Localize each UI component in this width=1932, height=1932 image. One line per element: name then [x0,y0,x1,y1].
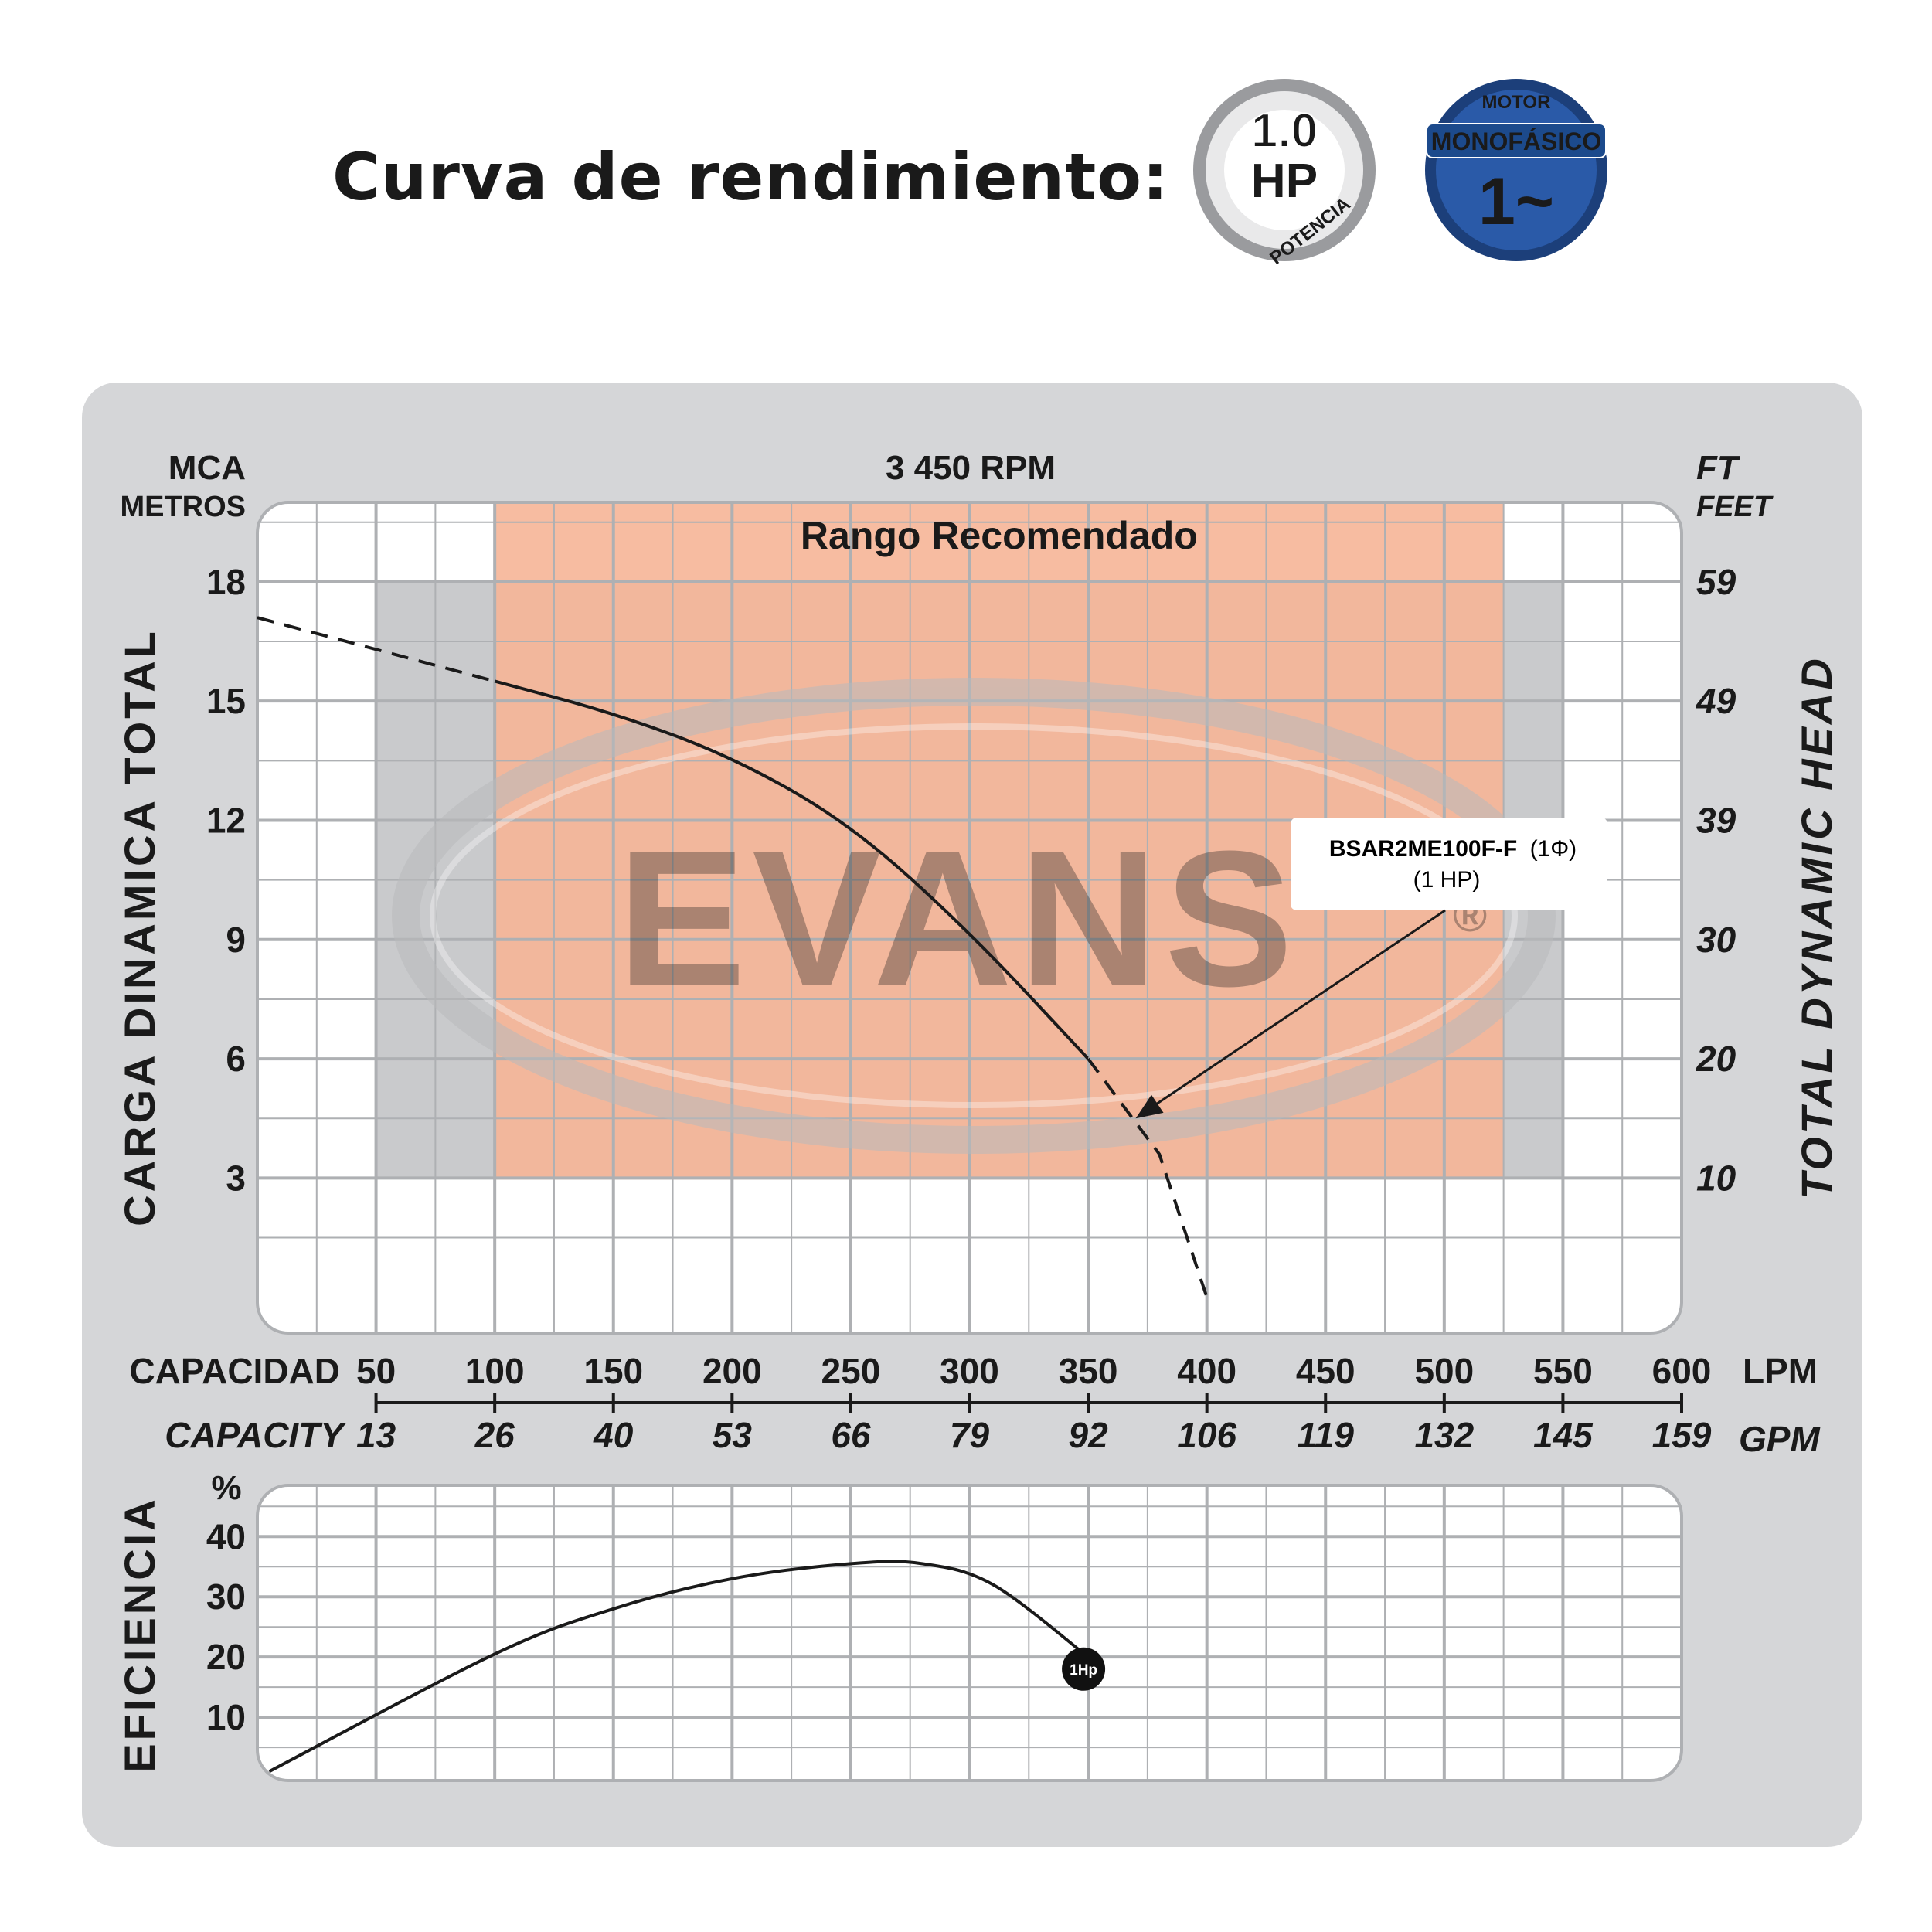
efficiency-line [268,1560,1090,1774]
left-tick-label: 15 [206,681,246,721]
lpm-tick-label: 450 [1296,1351,1355,1391]
gpm-tick-label: 92 [1068,1415,1108,1455]
lpm-tick-label: 500 [1414,1351,1474,1391]
head-curve [257,616,1209,1298]
gpm-tick-label: 26 [474,1415,515,1455]
head-grid [257,502,1682,1333]
head-curve-dashed-end [1087,1057,1209,1298]
hp-badge: 1.0 HP POTENCIA [1193,79,1376,269]
efficiency-end-marker [1062,1647,1106,1691]
lpm-tick-label: 200 [702,1351,762,1391]
efficiency-tick-label: 30 [206,1577,246,1617]
annotation-arrow [1145,909,1446,1112]
efficiency-axis-title: EFICIENCIA [115,1496,164,1772]
badge-hp-value: 1.0 [1251,104,1318,158]
head-curve-solid [494,679,1090,1060]
efficiency-axis-ticks: 10 20 30 40 [206,1516,246,1737]
efficiency-tick-label: 40 [206,1516,246,1556]
gpm-tick-label: 132 [1414,1415,1474,1455]
efficiency-end-marker-label: 1Hp [1070,1662,1097,1679]
right-tick-label: 20 [1696,1039,1736,1079]
annotation-phase: (1Φ) [1530,836,1577,862]
lpm-tick-label: 600 [1652,1351,1712,1391]
left-tick-label: 12 [206,800,246,840]
right-unit-top: FT [1696,449,1740,487]
gpm-unit: GPM [1739,1419,1821,1459]
badge-motor-symbol: 1~ [1478,165,1554,239]
page-title: Curva de rendimiento: [332,139,1169,215]
right-unit-bottom: FEET [1696,491,1774,523]
lpm-label: CAPACIDAD [129,1351,340,1391]
gpm-tick-label: 119 [1298,1415,1355,1455]
badge-motor-label: MONOFÁSICO [1431,128,1601,155]
efficiency-tick-label: 10 [206,1697,246,1737]
head-curve-dashed-start [257,616,495,683]
head-axis-ticks: 3 10 6 20 9 30 12 39 15 49 18 59 [206,562,1736,1199]
badge-hp-unit: HP [1251,155,1318,208]
efficiency-tick-label: 20 [206,1637,246,1677]
lpm-tick-label: 150 [583,1351,643,1391]
watermark-text: EVANS [617,811,1300,1026]
rpm-title: 3 450 RPM [886,449,1056,487]
gpm-tick-label: 40 [593,1415,634,1455]
right-tick-label: 39 [1696,800,1736,840]
annotation-arrowhead [1135,1094,1164,1119]
badge-motor-top: MOTOR [1482,92,1551,113]
gpm-label: CAPACITY [165,1415,347,1455]
svg-text:BSAR2ME100F-F (1Φ): BSAR2ME100F-F (1Φ) [1329,836,1577,862]
lpm-tick-label: 350 [1059,1351,1118,1391]
efficiency-grid [257,1485,1682,1781]
model-annotation: BSAR2ME100F-F (1Φ) (1 HP) [1135,818,1607,1119]
lpm-tick-label: 300 [940,1351,999,1391]
right-tick-label: 49 [1696,681,1736,721]
gpm-tick-label: 53 [713,1415,753,1455]
recommended-range-label: Rango Recomendado [801,514,1198,557]
gpm-tick-label: 79 [950,1415,990,1455]
lpm-tick-label: 100 [465,1351,525,1391]
lpm-tick-label: 400 [1177,1351,1236,1391]
left-axis-title: CARGA DINAMICA TOTAL [115,628,164,1226]
right-axis-title: TOTAL DYNAMIC HEAD [1792,655,1841,1199]
single-phase-motor-badge: MOTOR MONOFÁSICO 1~ [1425,79,1607,261]
gpm-tick-label: 66 [831,1415,871,1455]
right-tick-label: 59 [1696,562,1736,602]
annotation-hp: (1 HP) [1413,867,1481,893]
efficiency-curve: 1Hp [268,1560,1106,1774]
right-tick-label: 10 [1696,1158,1736,1198]
lpm-tick-label: 50 [356,1351,396,1391]
lpm-tick-label: 250 [821,1351,881,1391]
lpm-unit: LPM [1743,1351,1818,1391]
left-tick-label: 6 [226,1039,246,1079]
capacity-axis: 50 13 100 26 150 40 200 53 250 66 300 79 350 92 400 106… [356,1351,1712,1455]
left-tick-label: 9 [226,920,246,960]
left-unit-top: MCA [168,449,246,487]
gpm-tick-label: 145 [1533,1415,1594,1455]
gpm-tick-label: 159 [1652,1415,1712,1455]
efficiency-unit: % [211,1469,241,1507]
right-tick-label: 30 [1696,920,1736,960]
gpm-tick-label: 106 [1177,1415,1236,1455]
left-tick-label: 3 [226,1158,246,1198]
left-unit-bottom: METROS [120,491,246,523]
left-tick-label: 18 [206,562,246,602]
annotation-model: BSAR2ME100F-F [1329,836,1517,862]
gpm-tick-label: 13 [356,1415,396,1455]
lpm-tick-label: 550 [1533,1351,1593,1391]
